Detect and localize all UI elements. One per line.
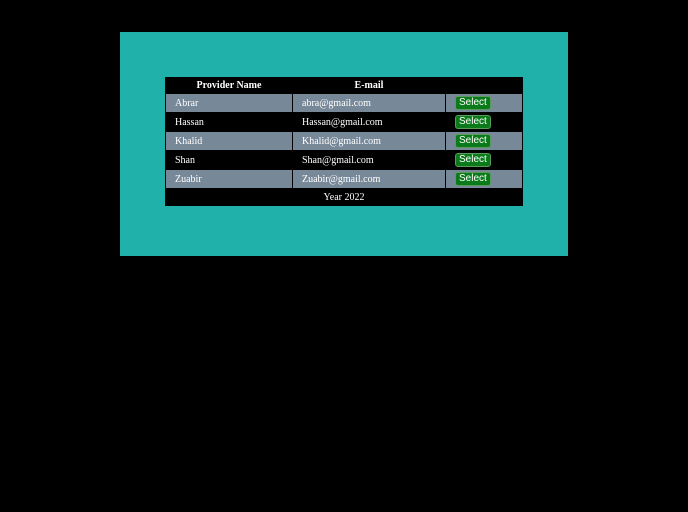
provider-email: Hassan@gmail.com — [292, 112, 446, 132]
provider-email: Khalid@gmail.com — [292, 131, 446, 151]
action-cell: Select — [445, 169, 523, 189]
action-cell: Select — [445, 112, 523, 132]
action-cell: Select — [445, 131, 523, 151]
header-email: E-mail — [354, 79, 384, 91]
provider-name: Zuabir — [165, 169, 293, 189]
provider-name: Abrar — [165, 93, 293, 113]
action-cell: Select — [445, 93, 523, 113]
table-row: Hassan Hassan@gmail.com Select — [165, 112, 523, 132]
provider-name: Shan — [165, 150, 293, 170]
select-button[interactable]: Select — [455, 172, 491, 186]
table-header-row: Provider Name E-mail — [166, 77, 523, 94]
provider-email: Zuabir@gmail.com — [292, 169, 446, 189]
action-cell: Select — [445, 150, 523, 170]
table-row: Zuabir Zuabir@gmail.com Select — [165, 169, 523, 189]
provider-name: Khalid — [165, 131, 293, 151]
header-provider-name: Provider Name — [196, 79, 262, 91]
content-panel: Provider Name E-mail Abrar abra@gmail.co… — [120, 32, 568, 256]
select-button[interactable]: Select — [455, 134, 491, 148]
table-row: Khalid Khalid@gmail.com Select — [165, 131, 523, 151]
table-footer-row: Year 2022 — [165, 188, 523, 206]
provider-email: abra@gmail.com — [292, 93, 446, 113]
provider-name: Hassan — [165, 112, 293, 132]
table-footer: Year 2022 — [165, 188, 523, 206]
select-button[interactable]: Select — [455, 96, 491, 110]
provider-table: Provider Name E-mail Abrar abra@gmail.co… — [165, 77, 523, 206]
header-action — [446, 77, 523, 94]
provider-email: Shan@gmail.com — [292, 150, 446, 170]
select-button[interactable]: Select — [455, 153, 491, 167]
table-row: Shan Shan@gmail.com Select — [165, 150, 523, 170]
select-button[interactable]: Select — [455, 115, 491, 129]
table-row: Abrar abra@gmail.com Select — [165, 93, 523, 113]
